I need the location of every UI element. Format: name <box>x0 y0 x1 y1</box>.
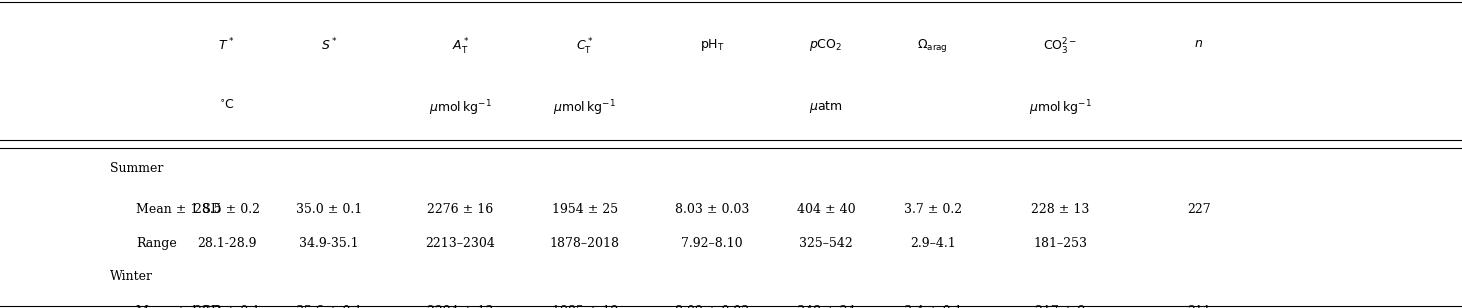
Text: Summer: Summer <box>110 162 164 175</box>
Text: 227: 227 <box>1187 203 1211 216</box>
Text: 8.09 ± 0.02: 8.09 ± 0.02 <box>675 305 749 308</box>
Text: 228 ± 13: 228 ± 13 <box>1031 203 1089 216</box>
Text: 3.4 ± 0.1: 3.4 ± 0.1 <box>904 305 962 308</box>
Text: 22.3 ± 0.1: 22.3 ± 0.1 <box>193 305 260 308</box>
Text: 181–253: 181–253 <box>1034 237 1086 250</box>
Text: 211: 211 <box>1187 305 1211 308</box>
Text: 28.1-28.9: 28.1-28.9 <box>197 237 256 250</box>
Text: 325–542: 325–542 <box>800 237 852 250</box>
Text: $A_{\mathrm{T}}^*$: $A_{\mathrm{T}}^*$ <box>452 37 469 57</box>
Text: Winter: Winter <box>110 270 152 282</box>
Text: Mean ± 1 SD: Mean ± 1 SD <box>136 305 221 308</box>
Text: Mean ± 1 SD: Mean ± 1 SD <box>136 203 221 216</box>
Text: 2294 ± 13: 2294 ± 13 <box>427 305 494 308</box>
Text: $T^*$: $T^*$ <box>218 37 235 54</box>
Text: $\mathrm{pH}_{\mathrm{T}}$: $\mathrm{pH}_{\mathrm{T}}$ <box>700 37 724 53</box>
Text: 34.9-35.1: 34.9-35.1 <box>300 237 358 250</box>
Text: 1985 ± 19: 1985 ± 19 <box>551 305 618 308</box>
Text: 7.92–8.10: 7.92–8.10 <box>681 237 743 250</box>
Text: 3.7 ± 0.2: 3.7 ± 0.2 <box>904 203 962 216</box>
Text: $\mu\mathrm{atm}$: $\mu\mathrm{atm}$ <box>808 99 844 115</box>
Text: 2213–2304: 2213–2304 <box>425 237 496 250</box>
Text: $\mu\mathrm{mol\,kg}^{-1}$: $\mu\mathrm{mol\,kg}^{-1}$ <box>430 99 491 118</box>
Text: 28.5 ± 0.2: 28.5 ± 0.2 <box>193 203 260 216</box>
Text: 1954 ± 25: 1954 ± 25 <box>551 203 618 216</box>
Text: 217 ± 9: 217 ± 9 <box>1035 305 1085 308</box>
Text: 2.9–4.1: 2.9–4.1 <box>909 237 956 250</box>
Text: $C_{\mathrm{T}}^*$: $C_{\mathrm{T}}^*$ <box>576 37 594 57</box>
Text: 35.0 ± 0.1: 35.0 ± 0.1 <box>295 203 363 216</box>
Text: 2276 ± 16: 2276 ± 16 <box>427 203 494 216</box>
Text: $\Omega_{\mathrm{arag}}$: $\Omega_{\mathrm{arag}}$ <box>917 37 949 54</box>
Text: $p\mathrm{CO}_2$: $p\mathrm{CO}_2$ <box>810 37 842 53</box>
Text: 35.6 ± 0.1: 35.6 ± 0.1 <box>295 305 363 308</box>
Text: 404 ± 40: 404 ± 40 <box>797 203 855 216</box>
Text: $S^*$: $S^*$ <box>320 37 338 54</box>
Text: 8.03 ± 0.03: 8.03 ± 0.03 <box>675 203 749 216</box>
Text: $\mathrm{CO}_3^{2-}$: $\mathrm{CO}_3^{2-}$ <box>1042 37 1077 57</box>
Text: $\mu\mathrm{mol\,kg}^{-1}$: $\mu\mathrm{mol\,kg}^{-1}$ <box>1029 99 1091 118</box>
Text: 348 ± 24: 348 ± 24 <box>797 305 855 308</box>
Text: $n$: $n$ <box>1194 37 1203 50</box>
Text: 1878–2018: 1878–2018 <box>550 237 620 250</box>
Text: $^{\circ}\mathrm{C}$: $^{\circ}\mathrm{C}$ <box>219 99 234 112</box>
Text: $\mu\mathrm{mol\,kg}^{-1}$: $\mu\mathrm{mol\,kg}^{-1}$ <box>554 99 616 118</box>
Text: Range: Range <box>136 237 177 250</box>
